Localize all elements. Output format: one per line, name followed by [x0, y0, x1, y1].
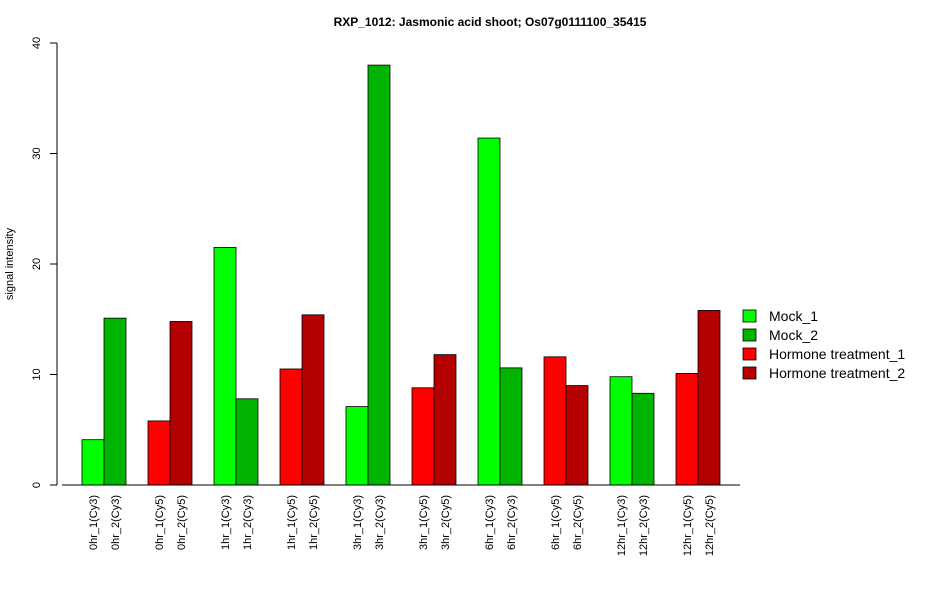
bar: [279, 368, 303, 486]
y-tick-label: 0: [31, 482, 43, 488]
x-tick-label: 1hr_1(Cy3): [220, 495, 232, 550]
bar: [301, 314, 325, 486]
legend-label: Hormone treatment_2: [769, 365, 905, 381]
bar: [499, 367, 523, 486]
x-tick-label: 1hr_2(Cy3): [242, 495, 254, 550]
bar: [433, 354, 457, 486]
bar: [477, 137, 501, 486]
x-tick-label: 3hr_2(Cy5): [440, 495, 452, 550]
legend-label: Hormone treatment_1: [769, 346, 905, 362]
x-tick-label: 0hr_1(Cy5): [154, 495, 166, 550]
x-tick-label: 6hr_1(Cy5): [550, 495, 562, 550]
y-tick-label: 30: [31, 147, 43, 159]
bar: [103, 317, 127, 486]
bar: [609, 376, 633, 486]
x-tick-label: 0hr_2(Cy3): [110, 495, 122, 550]
legend-label: Mock_1: [769, 308, 818, 324]
bar: [697, 310, 721, 486]
bar: [213, 247, 237, 486]
x-tick-label: 1hr_2(Cy5): [308, 495, 320, 550]
x-tick-label: 12hr_2(Cy5): [704, 495, 716, 556]
y-tick-label: 20: [31, 258, 43, 270]
y-tick-label: 10: [31, 368, 43, 380]
y-axis: 0 10 20 30 40: [31, 37, 58, 488]
legend-label: Mock_2: [769, 327, 818, 343]
bar: [81, 439, 105, 486]
x-tick-label: 6hr_2(Cy5): [572, 495, 584, 550]
legend-swatch: [742, 366, 757, 380]
x-tick-labels: 0hr_1(Cy3) 0hr_2(Cy3) 0hr_1(Cy5) 0hr_2(Cy5)…: [88, 495, 716, 556]
bar: [411, 387, 435, 486]
y-axis-label: signal intensity: [4, 227, 16, 300]
x-tick-label: 3hr_2(Cy3): [374, 495, 386, 550]
bar: [169, 321, 193, 486]
x-tick-label: 12hr_2(Cy3): [638, 495, 650, 556]
bar: [147, 420, 171, 486]
legend-swatch: [742, 347, 757, 361]
x-tick-label: 12hr_1(Cy3): [616, 495, 628, 556]
x-tick-label: 1hr_1(Cy5): [286, 495, 298, 550]
bar: [631, 392, 655, 486]
bar: [543, 356, 567, 486]
chart-title: RXP_1012: Jasmonic acid shoot; Os07g0111…: [334, 15, 647, 29]
x-tick-label: 6hr_2(Cy3): [506, 495, 518, 550]
bar: [675, 372, 699, 486]
x-tick-label: 3hr_1(Cy3): [352, 495, 364, 550]
bar: [345, 406, 369, 486]
y-tick-label: 40: [31, 37, 43, 49]
bars-layer: [81, 64, 721, 486]
legend-swatch: [742, 309, 757, 323]
legend: Mock_1 Mock_2 Hormone treatment_1 Hormone t…: [742, 308, 905, 381]
legend-swatch: [742, 328, 757, 342]
bar: [235, 398, 259, 486]
x-tick-label: 12hr_1(Cy5): [682, 495, 694, 556]
x-tick-label: 0hr_1(Cy3): [88, 495, 100, 550]
x-tick-label: 0hr_2(Cy5): [176, 495, 188, 550]
x-tick-label: 3hr_1(Cy5): [418, 495, 430, 550]
bar: [565, 385, 589, 486]
x-tick-label: 6hr_1(Cy3): [484, 495, 496, 550]
bar: [367, 64, 391, 486]
